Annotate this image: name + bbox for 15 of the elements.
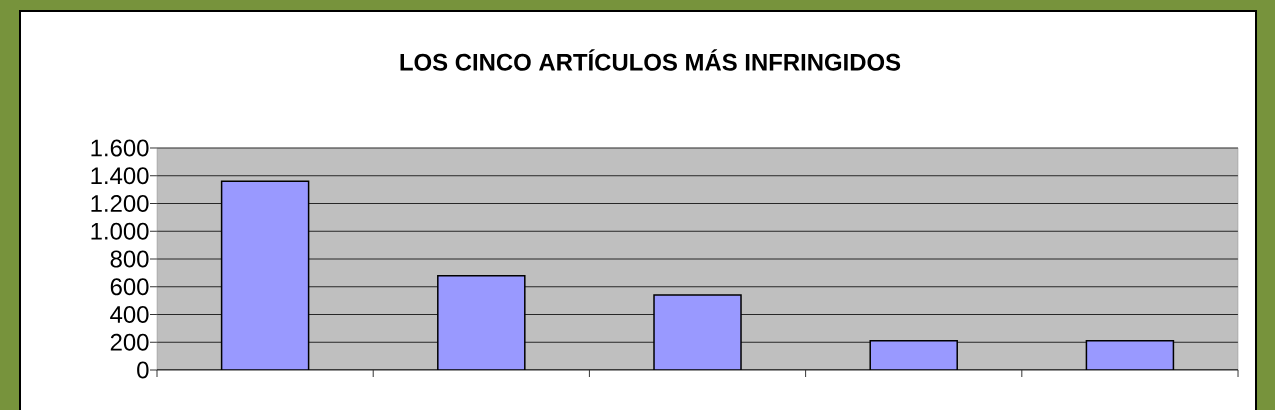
y-tick-label: 1.600	[91, 139, 149, 157]
y-tick-label: 1.000	[91, 222, 149, 240]
y-tick-label: 600	[110, 278, 149, 296]
y-tick-label: 400	[110, 306, 149, 323]
y-tick-label: 200	[110, 333, 149, 351]
bar	[869, 340, 958, 370]
y-tick-label: 0	[137, 361, 149, 379]
y-tick-label: 800	[110, 250, 149, 268]
bar	[437, 274, 526, 370]
y-tick-label: 1.200	[91, 195, 149, 212]
y-tick-label: 1.400	[91, 167, 149, 185]
chart-title: LOS CINCO ARTÍCULOS MÁS INFRINGIDOS	[400, 49, 901, 71]
bar	[220, 180, 310, 370]
bar	[1085, 340, 1175, 370]
bar	[653, 294, 742, 370]
